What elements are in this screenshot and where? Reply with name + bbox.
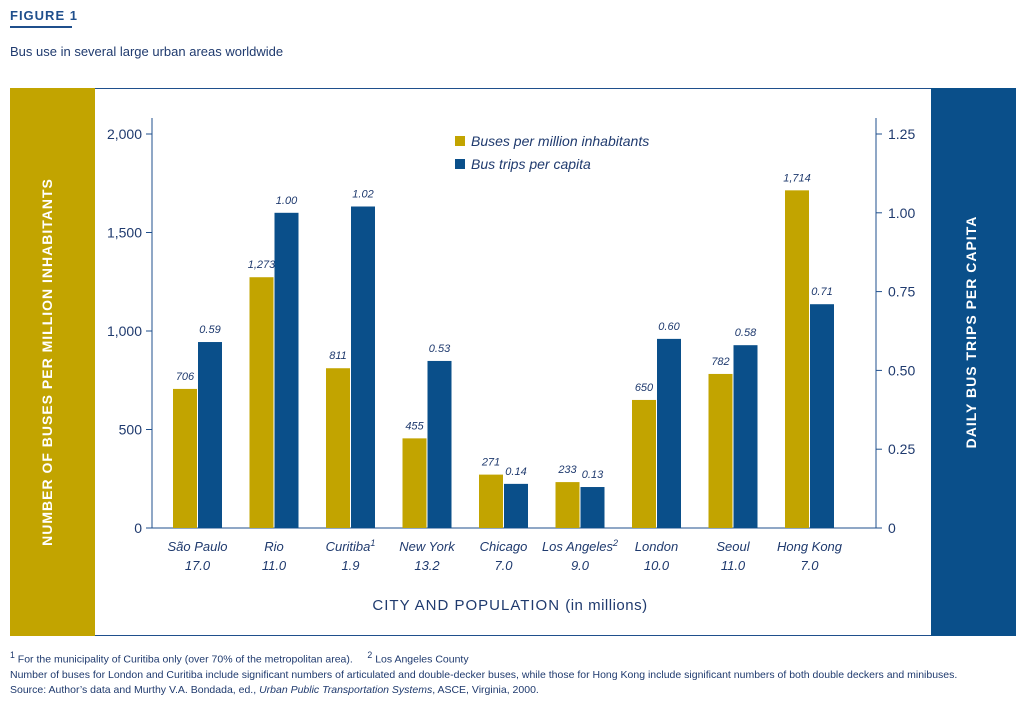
- population-label: 17.0: [185, 558, 211, 573]
- x-tick-label: Chicago: [480, 539, 528, 554]
- legend-label-trips: Bus trips per capita: [471, 156, 591, 172]
- data-label-buses: 1,714: [783, 172, 811, 184]
- x-tick-label: Curitiba1: [326, 538, 376, 554]
- data-label-buses: 1,273: [248, 259, 276, 271]
- figure-label: FIGURE 1: [10, 8, 78, 23]
- x-tick-label: Hong Kong: [777, 539, 843, 554]
- data-label-buses: 782: [711, 356, 729, 368]
- right-y-tick-label: 1.25: [888, 126, 915, 142]
- right-y-tick-label: 0.25: [888, 441, 915, 457]
- footnote-2-marker: 2: [367, 650, 373, 660]
- population-label: 10.0: [644, 558, 670, 573]
- x-axis-title: CITY AND POPULATION (in millions): [372, 597, 647, 614]
- population-label: 11.0: [721, 558, 746, 573]
- bar-buses: [555, 482, 580, 528]
- bar-trips: [351, 206, 375, 528]
- population-label: 7.0: [494, 558, 513, 573]
- data-label-trips: 0.59: [199, 324, 220, 336]
- data-label-trips: 0.14: [505, 466, 526, 478]
- source-prefix: Source: Author’s data and Murthy V.A. Bo…: [10, 683, 260, 696]
- population-label: 13.2: [414, 558, 440, 573]
- bar-trips: [580, 487, 605, 528]
- left-y-tick-label: 1,000: [107, 323, 142, 339]
- right-y-tick-label: 0.50: [888, 362, 915, 378]
- data-label-trips: 0.13: [582, 469, 604, 481]
- footnote-2: Los Angeles County: [375, 653, 469, 666]
- bar-trips: [504, 483, 528, 528]
- right-y-tick-label: 1.00: [888, 205, 915, 221]
- data-label-trips: 0.60: [658, 321, 680, 333]
- x-tick-label: Los Angeles2: [542, 538, 618, 554]
- data-label-buses: 811: [329, 350, 347, 362]
- source-suffix: , ASCE, Virginia, 2000.: [432, 683, 539, 696]
- population-label: 1.9: [341, 558, 359, 573]
- footnote-line-1: 1 For the municipality of Curitiba only …: [10, 648, 957, 668]
- bar-trips: [198, 342, 222, 528]
- x-tick-label: London: [635, 539, 678, 554]
- left-y-tick-label: 500: [119, 422, 143, 438]
- footnotes: 1 For the municipality of Curitiba only …: [10, 648, 957, 698]
- footnote-1-marker: 1: [10, 650, 15, 660]
- bar-buses: [249, 277, 274, 528]
- bar-buses: [173, 388, 197, 528]
- bar-trips: [274, 212, 299, 529]
- bar-buses: [632, 399, 656, 528]
- source-title: Urban Public Transportation Systems: [259, 683, 433, 696]
- data-label-trips: 0.58: [735, 327, 757, 339]
- source-note: Source: Author’s data and Murthy V.A. Bo…: [10, 683, 957, 698]
- left-axis-band: [10, 88, 95, 636]
- data-label-buses: 706: [176, 371, 195, 383]
- bar-trips: [657, 338, 681, 528]
- right-y-tick-label: 0: [888, 520, 896, 536]
- legend-label-buses: Buses per million inhabitants: [471, 133, 649, 149]
- bar-trips: [810, 304, 834, 528]
- x-tick-label: New York: [399, 539, 456, 554]
- left-y-tick-label: 1,500: [107, 225, 142, 241]
- right-axis-band: [931, 88, 1016, 636]
- footnote-1: For the municipality of Curitiba only (o…: [17, 653, 353, 666]
- left-y-tick-label: 0: [134, 520, 142, 536]
- x-tick-label: Rio: [264, 539, 284, 554]
- data-label-trips: 1.00: [276, 195, 298, 207]
- data-label-trips: 0.53: [429, 343, 451, 355]
- data-label-buses: 233: [557, 464, 577, 476]
- data-label-buses: 455: [405, 420, 424, 432]
- data-label-trips: 1.02: [352, 188, 373, 200]
- population-label: 9.0: [571, 558, 590, 573]
- chart-frame: [10, 88, 1016, 636]
- left-y-tick-label: 2,000: [107, 126, 142, 142]
- data-label-buses: 650: [635, 382, 654, 394]
- x-tick-label: São Paulo: [168, 539, 228, 554]
- legend-swatch-buses: [455, 136, 465, 146]
- legend-swatch-trips: [455, 159, 465, 169]
- bar-buses: [402, 438, 427, 528]
- population-label: 11.0: [262, 558, 287, 573]
- bar-trips: [733, 345, 758, 528]
- right-y-tick-label: 0.75: [888, 284, 915, 300]
- bar-buses: [708, 373, 733, 528]
- bar-buses: [326, 368, 350, 528]
- figure-label-underline: [10, 26, 72, 28]
- data-label-trips: 0.71: [811, 286, 832, 298]
- bar-buses: [785, 190, 809, 529]
- population-label: 7.0: [800, 558, 819, 573]
- footnote-3: Number of buses for London and Curitiba …: [10, 668, 958, 681]
- data-label-buses: 271: [481, 457, 500, 469]
- figure-title: Bus use in several large urban areas wor…: [10, 44, 284, 59]
- bar-buses: [479, 474, 503, 528]
- bar-trips: [427, 360, 452, 528]
- right-y-axis-title: DAILY BUS TRIPS PER CAPITA: [963, 216, 979, 449]
- x-tick-label: Seoul: [716, 539, 750, 554]
- left-y-axis-title: NUMBER OF BUSES PER MILLION INHABITANTS: [39, 178, 55, 546]
